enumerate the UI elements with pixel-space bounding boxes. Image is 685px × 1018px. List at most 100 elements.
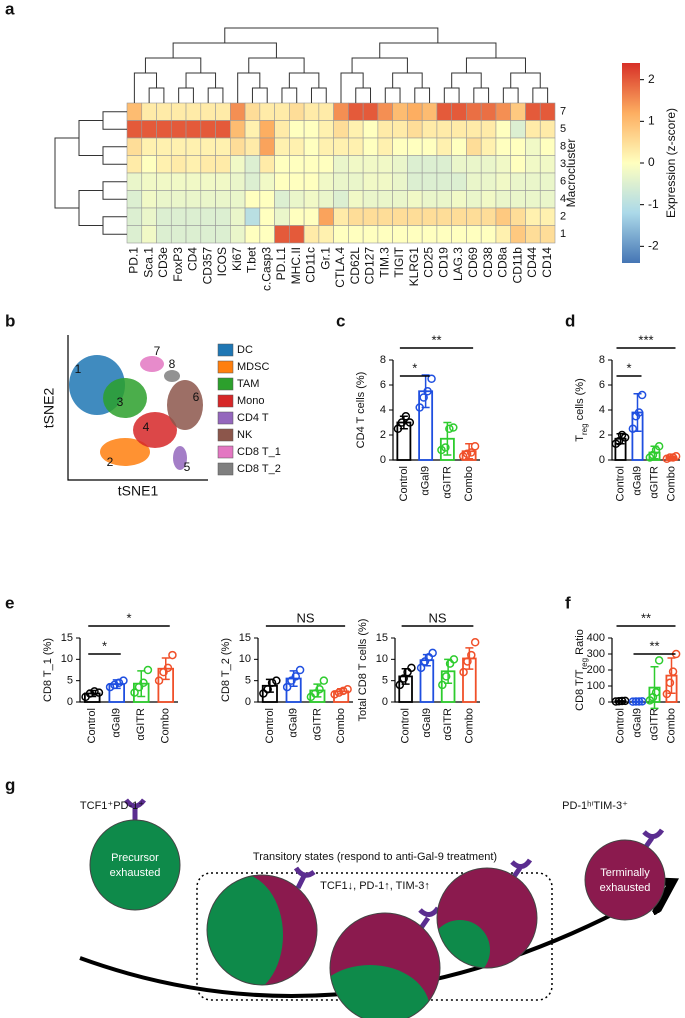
heat-cell (303, 137, 320, 156)
heat-cell (480, 207, 497, 226)
x-tick-label: αGal9 (288, 708, 300, 738)
cell-outline (436, 867, 538, 969)
heat-cell (407, 190, 423, 209)
receptor (124, 798, 665, 930)
column-label: c.Casp3 (259, 247, 273, 291)
data-point (291, 672, 301, 681)
heat-cell (421, 172, 438, 191)
data-point (310, 689, 320, 698)
y-axis-label: CD8 T/Treg Ratio (574, 629, 589, 711)
panel-label: a (5, 0, 15, 18)
legend-swatch (217, 462, 234, 476)
data-point (668, 667, 678, 676)
heat-cell (274, 207, 290, 226)
heat-cell (377, 190, 393, 209)
heat-cell (215, 207, 231, 226)
error-bar (667, 657, 676, 694)
heat-cell (230, 120, 246, 139)
dendrogram (251, 87, 268, 103)
data-point (470, 442, 480, 451)
heat-cell (259, 137, 275, 156)
heat-cell (539, 207, 556, 226)
legend-label: CD4 T (237, 412, 269, 424)
cluster-label: 3 (117, 395, 124, 409)
heat-cell (289, 155, 305, 174)
x-tick-label: αGITR (135, 708, 147, 741)
heat-cell (539, 137, 556, 156)
heat-cell (185, 207, 202, 226)
heat-cell (156, 102, 172, 121)
heat-cell (466, 137, 482, 156)
y-tick-label: 15 (376, 632, 388, 644)
heat-cell (495, 155, 512, 174)
data-point (662, 689, 672, 699)
panel-label: f (565, 593, 571, 612)
heat-cell (333, 102, 349, 121)
cluster-region (173, 446, 187, 470)
heat-cell (451, 207, 467, 226)
data-point (134, 682, 144, 692)
panel-label: g (5, 775, 15, 794)
y-tick-label: 5 (245, 675, 251, 687)
heat-cell (274, 102, 290, 121)
data-point (139, 678, 148, 688)
x-axis-label: tSNE1 (118, 483, 159, 499)
legend-swatch (217, 445, 234, 459)
heat-cell (303, 207, 320, 226)
legend-label: NK (237, 429, 253, 441)
colorbar (622, 63, 640, 263)
cell-label: Terminally (600, 867, 650, 879)
heat-cell (348, 190, 364, 209)
y-tick-label: 15 (239, 632, 251, 644)
column-label: CD38 (481, 247, 495, 278)
heat-cell (466, 207, 482, 226)
data-point (119, 676, 128, 685)
data-point (628, 424, 638, 433)
precursor-cell (89, 819, 181, 911)
heat-cell (230, 190, 246, 209)
dendrogram (144, 57, 202, 73)
heat-cell (244, 225, 261, 244)
data-point (614, 696, 624, 706)
heat-cell (170, 137, 187, 156)
column-label: CD11b (510, 247, 524, 284)
heat-cell (244, 190, 261, 209)
data-point (259, 689, 268, 698)
heat-cell (126, 225, 143, 244)
heat-cell (421, 137, 438, 156)
dendrogram (510, 72, 541, 88)
data-point (272, 676, 281, 685)
row-label: 4 (560, 193, 566, 205)
data-point (419, 393, 428, 402)
heat-cell (156, 155, 172, 174)
row-axis-label: Macrocluster (564, 139, 578, 208)
x-tick-label: Combo (463, 466, 475, 501)
heat-cell (377, 207, 393, 226)
heat-cell (451, 225, 467, 244)
x-tick-label: αGITR (442, 708, 454, 741)
row-label: 8 (560, 141, 566, 153)
data-point (423, 387, 432, 396)
dendrogram (102, 111, 127, 130)
significance-label: ** (641, 610, 651, 625)
heat-cell (274, 172, 290, 191)
heat-cell (510, 172, 526, 191)
cluster-region (103, 378, 147, 418)
heat-cell (200, 190, 216, 209)
heat-cell (170, 155, 187, 174)
heat-cell (215, 190, 231, 209)
heat-cell (230, 225, 246, 244)
heat-cell (495, 190, 512, 209)
data-point (651, 688, 661, 697)
heat-cell (510, 120, 526, 139)
heat-cell (480, 120, 497, 139)
heat-cell (126, 190, 143, 209)
axis (392, 360, 480, 461)
data-point (416, 663, 426, 673)
box-title: Transitory states (respond to anti-Gal-9… (253, 851, 497, 863)
heat-cell (495, 102, 512, 121)
dendrogram (248, 57, 305, 73)
data-point (449, 423, 458, 432)
y-axis-label: CD8 T_2 (%) (220, 638, 232, 702)
y-tick-label: 100 (587, 680, 605, 692)
